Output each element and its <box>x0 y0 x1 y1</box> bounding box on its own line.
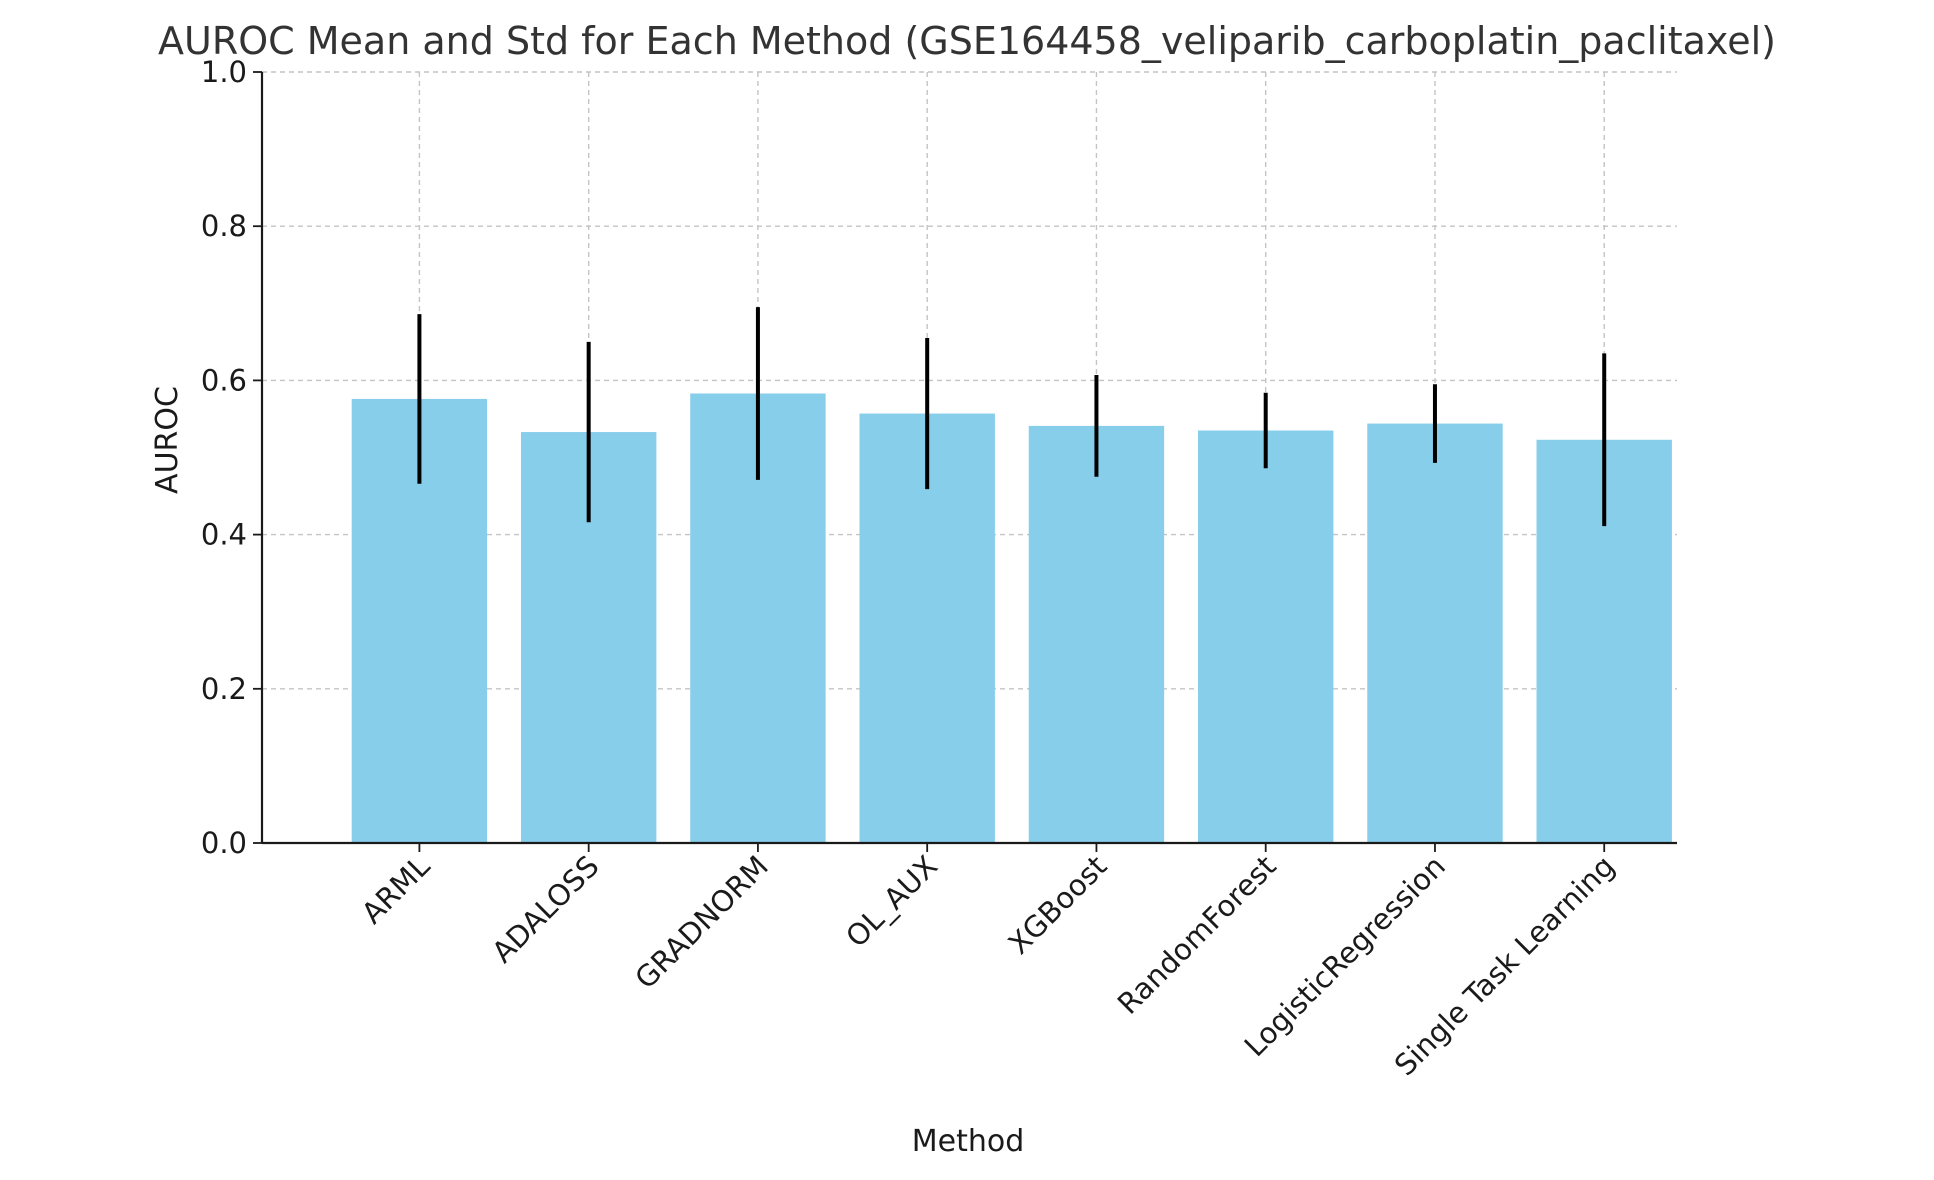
y-ticks: 0.0 0.2 0.4 0.6 0.8 1.0 <box>201 55 262 860</box>
bars <box>351 393 1672 843</box>
y-tick-label: 0.0 <box>201 826 247 860</box>
y-tick-label: 0.4 <box>201 518 247 552</box>
x-tick-label: ARML <box>355 849 436 930</box>
x-tick-label: XGBoost <box>1002 849 1114 961</box>
y-tick-label: 0.2 <box>201 672 247 706</box>
y-tick-label: 0.6 <box>201 363 247 397</box>
x-axis-label: Method <box>912 1124 1025 1159</box>
y-tick-label: 1.0 <box>201 55 247 89</box>
bar-logisticregression <box>1367 423 1503 843</box>
x-tick-label: OL_AUX <box>839 849 944 954</box>
bar-randomforest <box>1197 430 1334 843</box>
chart-title: AUROC Mean and Std for Each Method (GSE1… <box>158 19 1776 63</box>
x-ticks: ARML ADALOSS GRADNORM OL_AUX XGBoostRandomFo… <box>355 843 1621 1082</box>
x-tick-label: ADALOSS <box>485 849 605 969</box>
y-axis-label: AUROC <box>150 386 185 494</box>
x-tick-label: GRADNORM <box>628 849 775 996</box>
bar-xgboost <box>1028 425 1165 843</box>
x-tick-label: RandomForest <box>1111 849 1283 1021</box>
y-tick-label: 0.8 <box>201 209 247 243</box>
error-bars <box>417 307 1607 527</box>
axes <box>260 72 1677 845</box>
